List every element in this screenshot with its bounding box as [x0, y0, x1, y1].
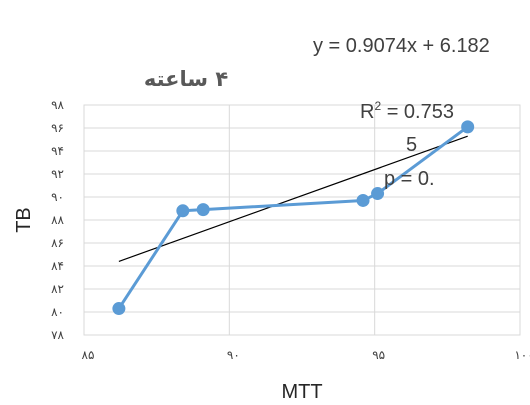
- y-tick-label-10: ۹۸: [51, 98, 64, 112]
- x-tick-label-2: ۹۵: [372, 348, 385, 362]
- y-tick-label-8: ۹۴: [51, 144, 64, 158]
- x-axis-title: MTT: [281, 381, 322, 403]
- r-squared-wrap-digit: 5: [406, 134, 417, 156]
- data-point-4: [371, 187, 385, 201]
- regression-equation: y = 0.9074x + 6.182: [313, 35, 490, 57]
- plot-area: [83, 104, 521, 336]
- trendline-layer: [118, 135, 468, 262]
- r-squared-prefix: R: [360, 101, 374, 123]
- data-point-2: [196, 203, 210, 217]
- y-tick-label-9: ۹۶: [51, 121, 64, 135]
- data-point-1: [176, 204, 190, 218]
- y-tick-label-6: ۹۰: [51, 190, 64, 204]
- y-tick-label-5: ۸۸: [51, 213, 64, 227]
- series-layer: [112, 120, 475, 316]
- r-squared-superscript: 2: [374, 99, 381, 113]
- trendline: [118, 135, 468, 262]
- y-tick-label-0: ۷۸: [51, 328, 64, 342]
- gridlines: [84, 105, 520, 335]
- x-tick-labels: ۸۵ ۹۰ ۹۵ ۱۰۰: [82, 348, 530, 362]
- data-point-3: [356, 193, 370, 207]
- chart-title: ۴ ساعته: [144, 67, 229, 91]
- x-tick-label-0: ۸۵: [82, 348, 95, 362]
- y-tick-labels: ۷۸ ۸۰ ۸۲ ۸۴ ۸۶ ۸۸ ۹۰ ۹۲ ۹۴ ۹۶ ۹۸: [51, 98, 64, 342]
- y-axis-title: TB: [13, 207, 35, 233]
- x-tick-label-1: ۹۰: [227, 348, 240, 362]
- y-tick-label-7: ۹۲: [51, 167, 64, 181]
- series-line-0: [117, 125, 469, 310]
- r-squared-value: = 0.753: [381, 101, 454, 123]
- data-point-0: [112, 302, 126, 316]
- x-tick-label-3: ۱۰۰: [514, 348, 530, 362]
- p-value-label: p = 0.: [384, 168, 435, 190]
- r-squared-label: R2 = 0.753: [360, 99, 454, 123]
- y-tick-label-3: ۸۴: [51, 259, 64, 273]
- data-point-5: [461, 120, 475, 134]
- y-tick-label-2: ۸۲: [51, 282, 64, 296]
- y-tick-label-1: ۸۰: [51, 305, 64, 319]
- y-tick-label-4: ۸۶: [51, 236, 64, 250]
